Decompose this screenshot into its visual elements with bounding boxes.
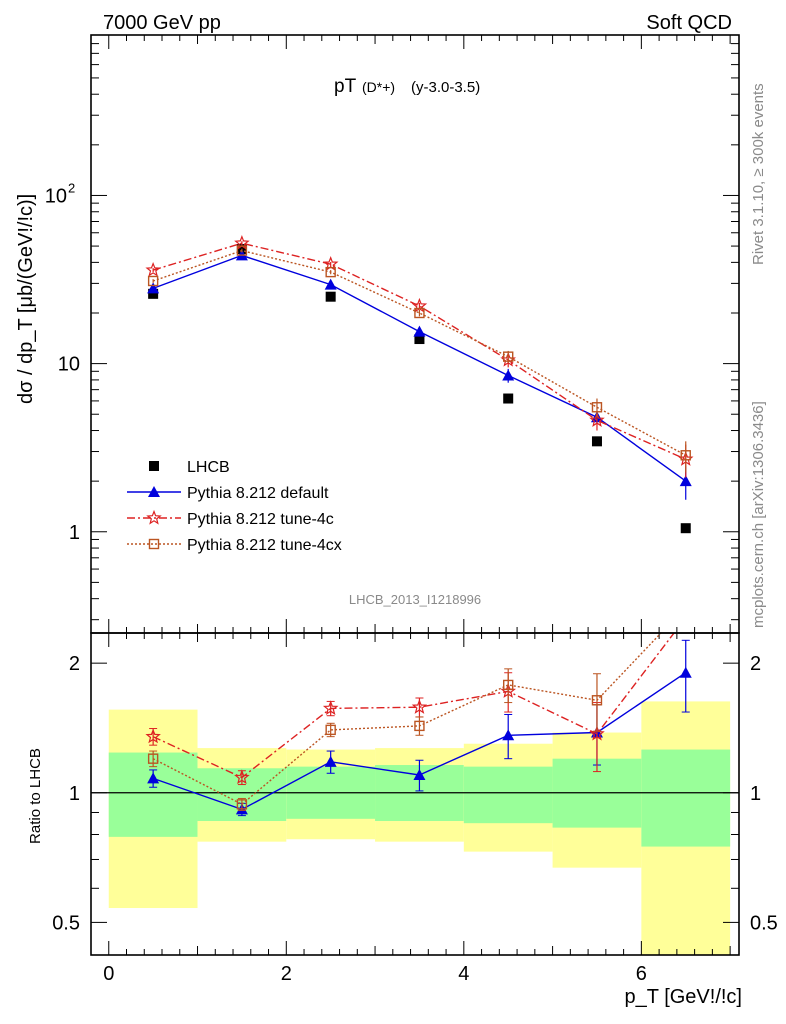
ratio-series <box>145 633 692 817</box>
data-point <box>502 369 515 381</box>
data-point <box>413 325 426 337</box>
data-point <box>148 288 159 299</box>
x-tick-label: 0 <box>103 963 114 985</box>
ratio-tick-label-right: 1 <box>750 783 761 805</box>
title-main: pT <box>334 76 357 97</box>
x-axis-label: p_T [GeV!/!c] <box>625 986 742 1008</box>
ratio-point <box>324 755 337 767</box>
data-point <box>503 393 514 404</box>
data-point <box>236 245 248 256</box>
data-point <box>679 475 692 487</box>
main-title: pT (D*+) (y-3.0-3.5) <box>334 76 480 97</box>
legend-label: Pythia 8.212 tune-4cx <box>187 537 342 554</box>
data-point <box>680 523 691 534</box>
ratio-point <box>147 753 159 764</box>
x-tick-label: 6 <box>636 963 647 985</box>
y-tick-label: 10 <box>58 354 80 376</box>
ratio-point <box>325 724 336 736</box>
data-point <box>680 450 691 461</box>
series-line-1 <box>152 254 687 482</box>
data-point <box>325 266 336 278</box>
data-point <box>325 291 336 302</box>
y-tick-label-exponent: 2 <box>68 180 75 195</box>
ratio-tick-label-left: 0.5 <box>52 912 80 934</box>
ratio-point <box>502 729 515 741</box>
data-point <box>591 436 602 447</box>
side-text-mcplots: mcplots.cern.ch [arXiv:1306.3436] <box>750 401 767 628</box>
data-point <box>414 334 425 345</box>
main-series <box>145 235 694 534</box>
ratio-point <box>414 720 425 732</box>
legend-marker <box>148 538 160 550</box>
data-point <box>414 307 425 319</box>
y-axis-label-text: dσ / dp_T [μb/(GeV!/!c)] <box>15 194 37 404</box>
ratio-tick-label-left: 1 <box>69 783 80 805</box>
ratio-bands <box>91 701 739 955</box>
ratio-tick-label-right: 2 <box>750 653 761 675</box>
ratio-point <box>679 666 692 678</box>
ratio-point <box>411 699 428 714</box>
legend-marker <box>149 461 159 471</box>
ratio-tick-label-left: 2 <box>69 653 80 675</box>
y-axis-label: dσ / dp_T [μb/(GeV!/!c)] <box>15 194 37 404</box>
data-point <box>324 278 337 290</box>
analysis-id: LHCB_2013_I1218996 <box>349 592 481 607</box>
x-tick-label: 2 <box>281 963 292 985</box>
ratio-tick-label-right: 0.5 <box>750 912 778 934</box>
ratio-point <box>503 679 514 691</box>
series-line-2 <box>152 242 686 460</box>
data-point <box>591 402 603 413</box>
x-tick-label: 4 <box>458 963 469 985</box>
legend-marker <box>146 509 162 525</box>
legend-label: Pythia 8.212 tune-4c <box>187 511 334 528</box>
header-left: 7000 GeV pp <box>103 12 221 34</box>
ratio-point <box>322 700 339 716</box>
ratio-point <box>413 768 426 780</box>
data-point <box>147 275 159 287</box>
y-tick-label: 1 <box>69 522 80 544</box>
ratio-frame <box>90 632 740 956</box>
band-green-6 <box>641 749 731 847</box>
ratio-y-axis-label: Ratio to LHCB <box>27 748 44 844</box>
data-point <box>589 412 605 427</box>
ratio-point <box>589 725 605 741</box>
side-text-rivet: Rivet 3.1.10, ≥ 300k events <box>750 83 767 265</box>
ratio-point <box>236 799 248 810</box>
legend-label: Pythia 8.212 default <box>187 485 329 502</box>
data-point <box>147 282 160 294</box>
legend-label: LHCB <box>187 459 230 476</box>
y-tick-label: 10 <box>45 185 67 207</box>
ratio-point <box>147 772 160 784</box>
header-right: Soft QCD <box>646 12 732 34</box>
data-point <box>145 261 161 277</box>
legend-marker <box>148 486 160 497</box>
title-range: (y-3.0-3.5) <box>411 79 480 96</box>
data-point <box>503 351 514 362</box>
ratio-point <box>145 728 161 744</box>
legend: LHCB Pythia 8.212 default Pythia 8.212 tun… <box>127 459 342 554</box>
ratio-point <box>234 769 250 785</box>
band-green-4 <box>463 766 553 824</box>
ratio-point <box>591 695 603 706</box>
title-particle: (D*+) <box>362 79 395 95</box>
